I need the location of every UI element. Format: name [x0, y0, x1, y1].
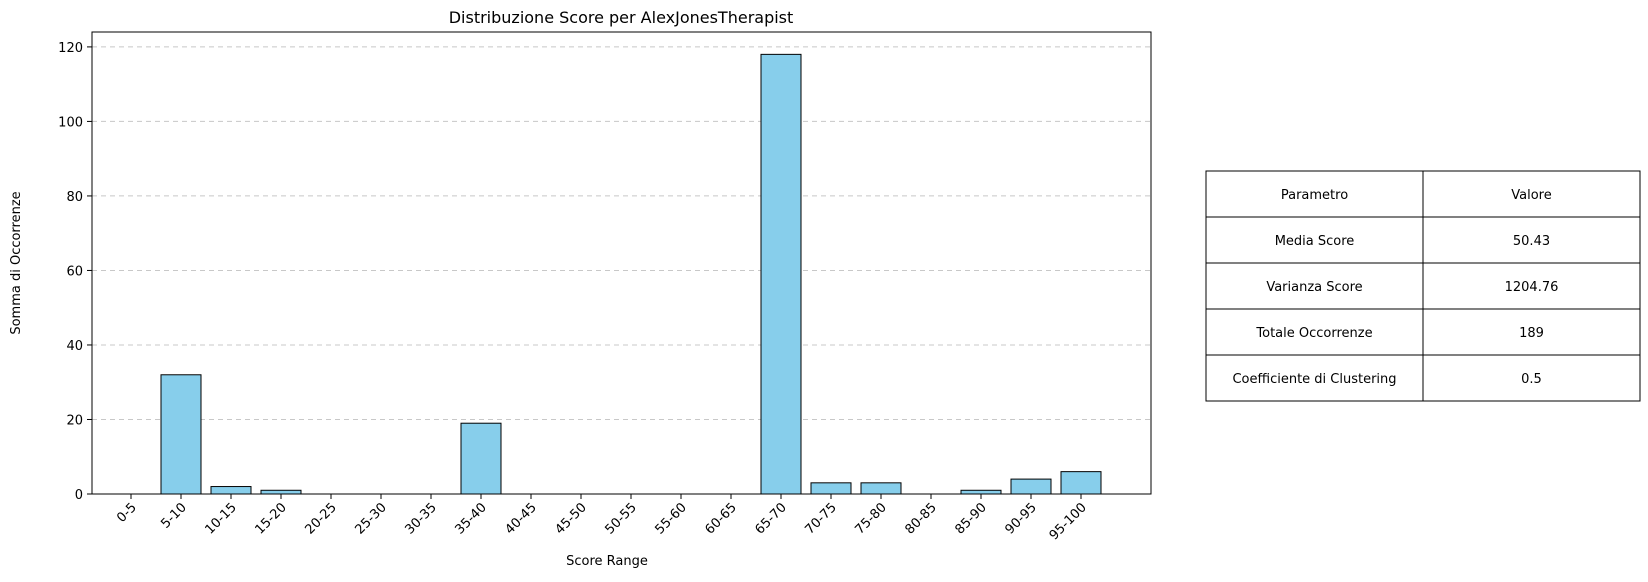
table-cell-text: 1204.76 — [1505, 280, 1559, 295]
x-tick-label: 65-70 — [753, 500, 790, 537]
x-tick-label: 35-40 — [453, 500, 490, 537]
x-tick-label: 20-25 — [303, 500, 340, 537]
axes-frame — [91, 31, 1152, 495]
table-cell — [1422, 354, 1641, 402]
x-tick-label: 10-15 — [203, 500, 240, 537]
table-cell-text: 189 — [1519, 326, 1544, 341]
table-cell-text: 50.43 — [1513, 234, 1550, 249]
table-cell — [1205, 262, 1424, 310]
table-cell — [1205, 216, 1424, 264]
table-cell — [1205, 354, 1424, 402]
y-tick-label: 0 — [75, 488, 83, 503]
table-cell — [1422, 308, 1641, 356]
y-tick-label: 120 — [58, 41, 83, 56]
table-cell-text: Media Score — [1275, 234, 1355, 249]
x-tick-label: 80-85 — [903, 500, 940, 537]
y-tick-label: 80 — [66, 190, 83, 205]
bar — [860, 482, 902, 495]
y-tick-label: 20 — [66, 413, 83, 428]
bar — [960, 489, 1002, 495]
y-axis-label: Somma di Occorrenze — [9, 191, 24, 334]
x-tick-label: 40-45 — [503, 500, 540, 537]
x-tick-label: 75-80 — [853, 500, 890, 537]
table-header-text: Valore — [1511, 188, 1551, 203]
bar — [160, 374, 202, 495]
bars — [160, 53, 1102, 495]
x-axis-label: Score Range — [566, 554, 648, 569]
x-tick-label: 55-60 — [653, 500, 690, 537]
x-tick-label: 45-50 — [553, 500, 590, 537]
bar — [1060, 471, 1102, 495]
stats-table: Parametro Valore Media Score 50.43 Varianza … — [1205, 170, 1641, 402]
bar — [260, 489, 302, 495]
x-tick-label: 25-30 — [353, 500, 390, 537]
x-tick-label: 50-55 — [603, 500, 640, 537]
x-tick-label: 0-5 — [114, 500, 140, 526]
bar — [760, 53, 802, 495]
table-cell — [1422, 216, 1641, 264]
x-tick-label: 15-20 — [253, 500, 290, 537]
table-cell-text: Coefficiente di Clustering — [1232, 372, 1396, 387]
x-tick-label: 60-65 — [703, 500, 740, 537]
bar — [810, 482, 852, 495]
bar — [210, 486, 252, 495]
x-tick-label: 70-75 — [803, 500, 840, 537]
bar — [1010, 478, 1052, 495]
x-tick-label: 85-90 — [953, 500, 990, 537]
grid-lines — [92, 46, 1151, 495]
table-cell — [1205, 308, 1424, 356]
x-tick-label: 95-100 — [1047, 500, 1090, 543]
x-ticks: 0-5 5-10 10-15 15-20 20-25 25-30 30-35 35-40 40-… — [114, 494, 1090, 543]
x-tick-label: 5-10 — [158, 500, 189, 531]
y-tick-label: 100 — [58, 115, 83, 130]
x-tick-label: 90-95 — [1003, 500, 1040, 537]
x-tick-label: 30-35 — [403, 500, 440, 537]
table-cell — [1422, 262, 1641, 310]
table-cell-text: Varianza Score — [1266, 280, 1362, 295]
bar — [460, 422, 502, 495]
chart-title: Distribuzione Score per AlexJonesTherapi… — [449, 8, 794, 27]
y-tick-label: 60 — [66, 264, 83, 279]
table-header-text: Parametro — [1281, 188, 1348, 203]
y-ticks: 0 20 40 60 80 100 120 — [58, 41, 92, 503]
table-cell-text: Totale Occorrenze — [1255, 326, 1372, 341]
y-tick-label: 40 — [66, 339, 83, 354]
table-cell-text: 0.5 — [1521, 372, 1542, 387]
